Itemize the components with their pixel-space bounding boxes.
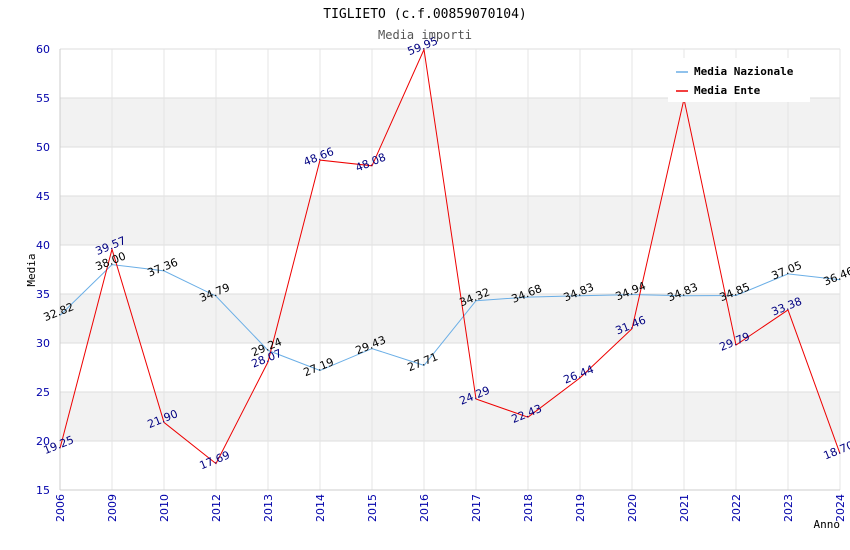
- data-label: 26.44: [562, 363, 596, 387]
- x-tick-label: 2020: [626, 494, 639, 522]
- series-line-media-ente: [59, 47, 841, 465]
- data-label: 36.46: [822, 265, 850, 289]
- x-tick-label: 2014: [314, 494, 327, 522]
- x-tick-label: 2015: [366, 494, 379, 522]
- x-tick-label: 2016: [418, 494, 431, 522]
- grid-lines: [59, 48, 841, 491]
- x-tick-label: 2012: [210, 494, 223, 522]
- grid-band: [60, 392, 840, 441]
- y-tick-label: 45: [36, 190, 50, 203]
- series-line-media-nazionale: [59, 264, 841, 372]
- legend-label-media-ente: Media Ente: [694, 84, 761, 97]
- x-tick-label: 2017: [470, 494, 483, 522]
- y-tick-label: 30: [36, 337, 50, 350]
- legend-box: [668, 58, 810, 102]
- x-tick-label: 2019: [574, 494, 587, 522]
- x-tick-label: 2021: [678, 494, 691, 522]
- background-bands: [60, 98, 840, 441]
- x-tick-labels: 2006 2009 2010 2012 2013 2014 2015 2016 2017 2018…: [54, 494, 847, 522]
- series-lines: [59, 47, 841, 465]
- y-tick-label: 35: [36, 288, 50, 301]
- y-tick-label: 40: [36, 239, 50, 252]
- y-tick-label: 50: [36, 141, 50, 154]
- x-tick-label: 2009: [106, 494, 119, 522]
- y-axis-label: Media: [25, 253, 38, 286]
- legend-label-media-nazionale: Media Nazionale: [694, 65, 794, 78]
- y-tick-label: 60: [36, 43, 50, 56]
- data-label: 27.19: [302, 355, 336, 379]
- data-label: 37.05: [770, 259, 804, 283]
- y-tick-label: 15: [36, 484, 50, 497]
- x-tick-label: 2006: [54, 494, 67, 522]
- y-tick-label: 20: [36, 435, 50, 448]
- x-tick-label: 2022: [730, 494, 743, 522]
- grid-band: [60, 98, 840, 147]
- y-tick-label: 55: [36, 92, 50, 105]
- x-tick-label: 2018: [522, 494, 535, 522]
- grid-band: [60, 294, 840, 343]
- y-tick-labels: 15 20 25 30 35 40 45 50 55 60: [36, 43, 50, 497]
- data-label: 48.08: [354, 151, 388, 175]
- axes: [59, 49, 840, 491]
- x-tick-label: 2023: [782, 494, 795, 522]
- x-tick-label: 2013: [262, 494, 275, 522]
- x-tick-label: 2024: [834, 494, 847, 522]
- legend: Media Nazionale Media Ente: [668, 58, 810, 102]
- x-tick-label: 2010: [158, 494, 171, 522]
- data-label: 17.69: [198, 448, 232, 472]
- x-axis-label: Anno: [814, 518, 841, 531]
- chart-title: TIGLIETO (c.f.00859070104): [323, 7, 527, 22]
- y-tick-label: 25: [36, 386, 50, 399]
- chart-subtitle: Media importi: [378, 28, 472, 42]
- grid-band: [60, 196, 840, 245]
- data-label: 27.71: [406, 350, 440, 374]
